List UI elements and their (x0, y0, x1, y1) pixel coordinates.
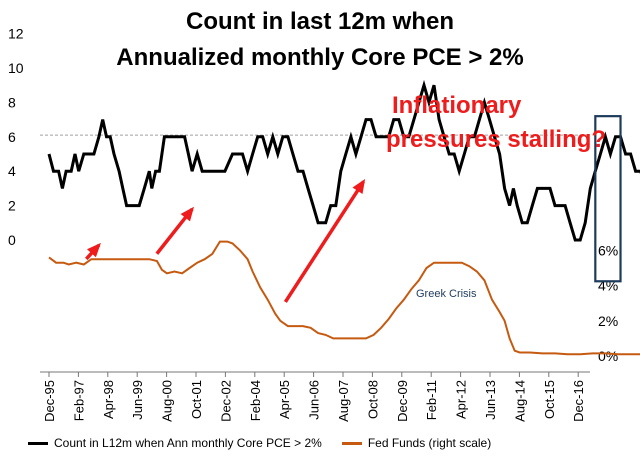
x-axis-tick-label: Apr-12 (454, 380, 469, 419)
greek-crisis-box (594, 115, 622, 283)
chart-title-line2: Annualized monthly Core PCE > 2% (116, 44, 524, 71)
trend-arrow-head (87, 242, 101, 258)
x-axis-tick-label: Oct-15 (542, 380, 557, 419)
legend-swatch-count (28, 441, 48, 445)
left-axis-tick-label: 10 (8, 60, 24, 76)
x-axis-tick-label: Apr-05 (277, 380, 292, 419)
x-axis-tick-label: Dec-09 (395, 380, 410, 422)
x-axis-tick-label: Dec-02 (218, 380, 233, 422)
legend: Count in L12m when Ann monthly Core PCE … (28, 436, 511, 450)
x-axis-tick-label: Aug-14 (512, 380, 527, 422)
left-axis-tick-label: 12 (8, 26, 24, 42)
trend-arrow-head (352, 179, 366, 194)
x-axis-tick-label: Jun-13 (483, 380, 498, 420)
trend-arrow-head (180, 206, 194, 222)
right-axis-tick-label: 4% (598, 278, 618, 294)
right-axis-tick-label: 2% (598, 313, 618, 329)
x-axis-tick-label: Aug-07 (336, 380, 351, 422)
x-axis-tick-label: Jun-06 (307, 380, 322, 420)
x-axis-tick-label: Feb-97 (71, 380, 86, 421)
x-axis-tick-label: Feb-11 (424, 380, 439, 420)
x-axis-tick-label: Dec-16 (571, 380, 586, 422)
left-axis-tick-label: 8 (8, 94, 16, 110)
left-axis-tick-label: 4 (8, 163, 16, 179)
left-axis-tick-label: 0 (8, 232, 16, 248)
x-axis-tick-label: Aug-00 (160, 380, 175, 422)
x-axis-tick-label: Apr-98 (101, 380, 116, 419)
left-axis-tick-label: 2 (8, 198, 16, 214)
legend-label-fedfunds: Fed Funds (right scale) (367, 436, 492, 450)
x-axis-tick-label: Oct-08 (365, 380, 380, 419)
series-line-count (47, 79, 640, 242)
x-axis-tick-label: Feb-04 (248, 380, 263, 421)
x-axis-tick-label: Oct-01 (189, 380, 204, 419)
annotation-greek-crisis: Greek Crisis (416, 288, 477, 300)
right-axis-tick-label: 6% (598, 242, 618, 258)
right-axis-tick-label: 0% (598, 348, 618, 364)
left-axis-tick-label: 6 (8, 129, 16, 145)
x-axis-tick-label: Dec-95 (42, 380, 57, 422)
legend-item-fedfunds: Fed Funds (right scale) (341, 436, 492, 450)
annotation-inflationary: Inflationary (392, 92, 522, 119)
series-line-fed-funds (48, 240, 640, 356)
legend-item-count: Count in L12m when Ann monthly Core PCE … (28, 436, 322, 450)
trend-arrow-shaft (283, 180, 365, 303)
x-axis-tick-label: Jun-99 (130, 380, 145, 420)
legend-label-count: Count in L12m when Ann monthly Core PCE … (54, 436, 322, 450)
chart-title-line1: Count in last 12m when (185, 8, 455, 35)
annotation-pressures-stalling: pressures stalling? (386, 126, 607, 153)
legend-swatch-fedfunds (341, 441, 362, 445)
